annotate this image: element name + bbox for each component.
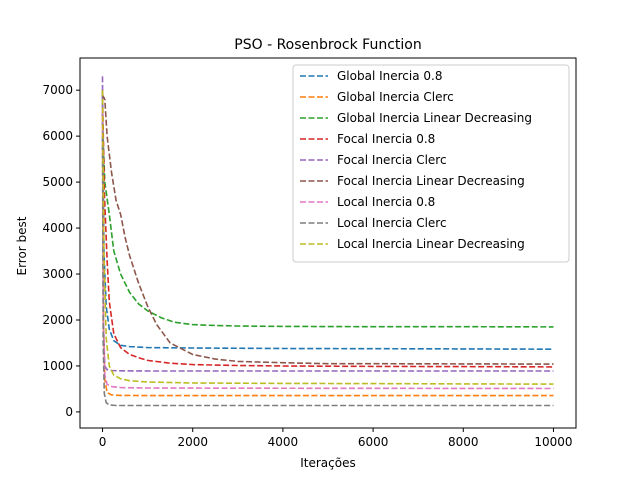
series-line-8	[101, 136, 554, 407]
y-tick-label: 6000	[42, 129, 73, 143]
legend-label: Global Inercia Clerc	[337, 90, 454, 104]
y-tick-label: 7000	[42, 83, 73, 97]
legend: Global Inercia 0.8 Global Inercia Clerc Gl…	[292, 64, 570, 263]
series-line-4	[101, 90, 554, 368]
series-line-1	[101, 94, 554, 351]
y-tick-label: 5000	[42, 175, 73, 189]
x-axis-ticks: 0 2000 4000 6000 8000 10000	[99, 428, 573, 449]
y-tick-label: 2000	[42, 313, 73, 327]
series-line-3	[101, 122, 554, 328]
legend-label: Local Inercia Clerc	[337, 216, 447, 230]
x-tick-label: 4000	[268, 435, 299, 449]
plot-frame	[79, 57, 577, 429]
series-line-7	[101, 108, 554, 390]
x-tick-label: 2000	[177, 435, 208, 449]
x-tick-label: 10000	[534, 435, 572, 449]
series-lines	[101, 76, 554, 407]
y-tick-label: 1000	[42, 359, 73, 373]
x-tick-label: 6000	[358, 435, 389, 449]
legend-label: Focal Inercia 0.8	[337, 132, 435, 146]
y-tick-label: 0	[65, 405, 73, 419]
legend-label: Focal Inercia Clerc	[337, 153, 447, 167]
legend-label: Local Inercia Linear Decreasing	[337, 237, 525, 251]
x-axis-label: Iterações	[300, 456, 356, 470]
y-tick-label: 4000	[42, 221, 73, 235]
x-tick-label: 0	[99, 435, 107, 449]
series-line-9	[101, 90, 554, 385]
chart-title: PSO - Rosenbrock Function	[234, 37, 421, 53]
axes	[79, 57, 577, 429]
legend-label: Global Inercia 0.8	[337, 69, 442, 83]
x-tick-label: 8000	[448, 435, 479, 449]
y-axis-label: Error best	[15, 216, 29, 275]
legend-box	[292, 64, 570, 263]
legend-label: Local Inercia 0.8	[337, 195, 435, 209]
legend-label: Focal Inercia Linear Decreasing	[337, 174, 525, 188]
y-axis-ticks: 0 1000 2000 3000 4000 5000 6000 7000	[42, 83, 80, 419]
legend-label: Global Inercia Linear Decreasing	[337, 111, 532, 125]
y-tick-label: 3000	[42, 267, 73, 281]
